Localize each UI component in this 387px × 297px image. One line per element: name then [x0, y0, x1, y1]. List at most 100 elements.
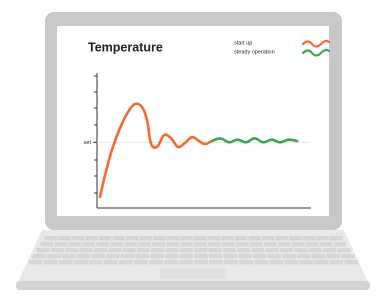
key	[299, 260, 313, 264]
key	[124, 242, 137, 246]
key	[253, 254, 266, 258]
key	[165, 254, 178, 258]
key	[138, 242, 151, 246]
touchpad	[160, 268, 226, 279]
key	[312, 254, 325, 258]
key	[47, 254, 60, 258]
key	[69, 242, 82, 246]
key	[345, 260, 359, 264]
legend-label: steady operation	[234, 49, 275, 55]
key	[91, 254, 104, 258]
key	[180, 242, 193, 246]
key	[250, 242, 263, 246]
key	[330, 260, 344, 264]
key	[194, 254, 207, 258]
key	[223, 248, 236, 252]
page: {"chart_data": { "type": "line", "title"…	[0, 0, 387, 297]
key	[106, 254, 119, 258]
key	[29, 260, 43, 264]
key	[65, 248, 78, 252]
key	[41, 242, 54, 246]
key	[224, 260, 238, 264]
key	[284, 260, 298, 264]
key	[306, 242, 319, 246]
key	[166, 242, 179, 246]
key	[334, 242, 347, 246]
key	[55, 242, 68, 246]
key	[123, 248, 136, 252]
key	[99, 236, 111, 240]
key	[134, 260, 148, 264]
key	[149, 260, 163, 264]
key	[208, 236, 220, 240]
key	[181, 236, 193, 240]
key	[151, 248, 164, 252]
key	[309, 248, 322, 252]
key	[209, 254, 222, 258]
key	[58, 236, 70, 240]
key	[237, 248, 250, 252]
key	[262, 236, 274, 240]
key	[110, 242, 123, 246]
key	[72, 236, 84, 240]
key	[337, 248, 350, 252]
key	[316, 236, 328, 240]
key	[152, 242, 165, 246]
key	[180, 248, 193, 252]
key	[135, 254, 148, 258]
key	[294, 248, 307, 252]
key	[62, 254, 75, 258]
key	[119, 260, 133, 264]
key	[165, 248, 178, 252]
key	[236, 242, 249, 246]
key	[194, 242, 207, 246]
key	[278, 242, 291, 246]
key	[254, 260, 268, 264]
key	[74, 260, 88, 264]
key	[280, 248, 293, 252]
key	[137, 248, 150, 252]
key	[297, 254, 310, 258]
key	[104, 260, 118, 264]
key	[82, 242, 95, 246]
key	[179, 254, 192, 258]
key	[330, 236, 342, 240]
y-tick-label: set	[84, 140, 92, 146]
key	[276, 236, 288, 240]
key	[222, 242, 235, 246]
key	[96, 242, 109, 246]
laptop-lip	[16, 281, 370, 290]
key	[80, 248, 93, 252]
key	[167, 236, 179, 240]
key	[89, 260, 103, 264]
key	[264, 242, 277, 246]
key	[248, 236, 260, 240]
key	[113, 236, 125, 240]
key	[33, 254, 46, 258]
key	[221, 236, 233, 240]
key	[121, 254, 134, 258]
key	[108, 248, 121, 252]
key	[94, 248, 107, 252]
key	[208, 248, 221, 252]
key	[320, 242, 333, 246]
key	[239, 260, 253, 264]
key	[37, 248, 50, 252]
key	[194, 236, 206, 240]
key	[194, 260, 208, 264]
key	[282, 254, 295, 258]
key	[223, 254, 236, 258]
key	[209, 260, 223, 264]
key	[269, 260, 283, 264]
key	[140, 236, 152, 240]
key	[268, 254, 281, 258]
key	[44, 260, 58, 264]
key	[153, 236, 165, 240]
chart-title: Temperature	[88, 40, 163, 54]
legend-label: start up	[234, 40, 252, 46]
key	[235, 236, 247, 240]
key	[208, 242, 221, 246]
key	[323, 248, 336, 252]
key	[266, 248, 279, 252]
key	[314, 260, 328, 264]
